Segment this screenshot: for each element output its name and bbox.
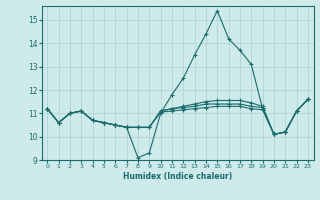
X-axis label: Humidex (Indice chaleur): Humidex (Indice chaleur) [123,172,232,181]
